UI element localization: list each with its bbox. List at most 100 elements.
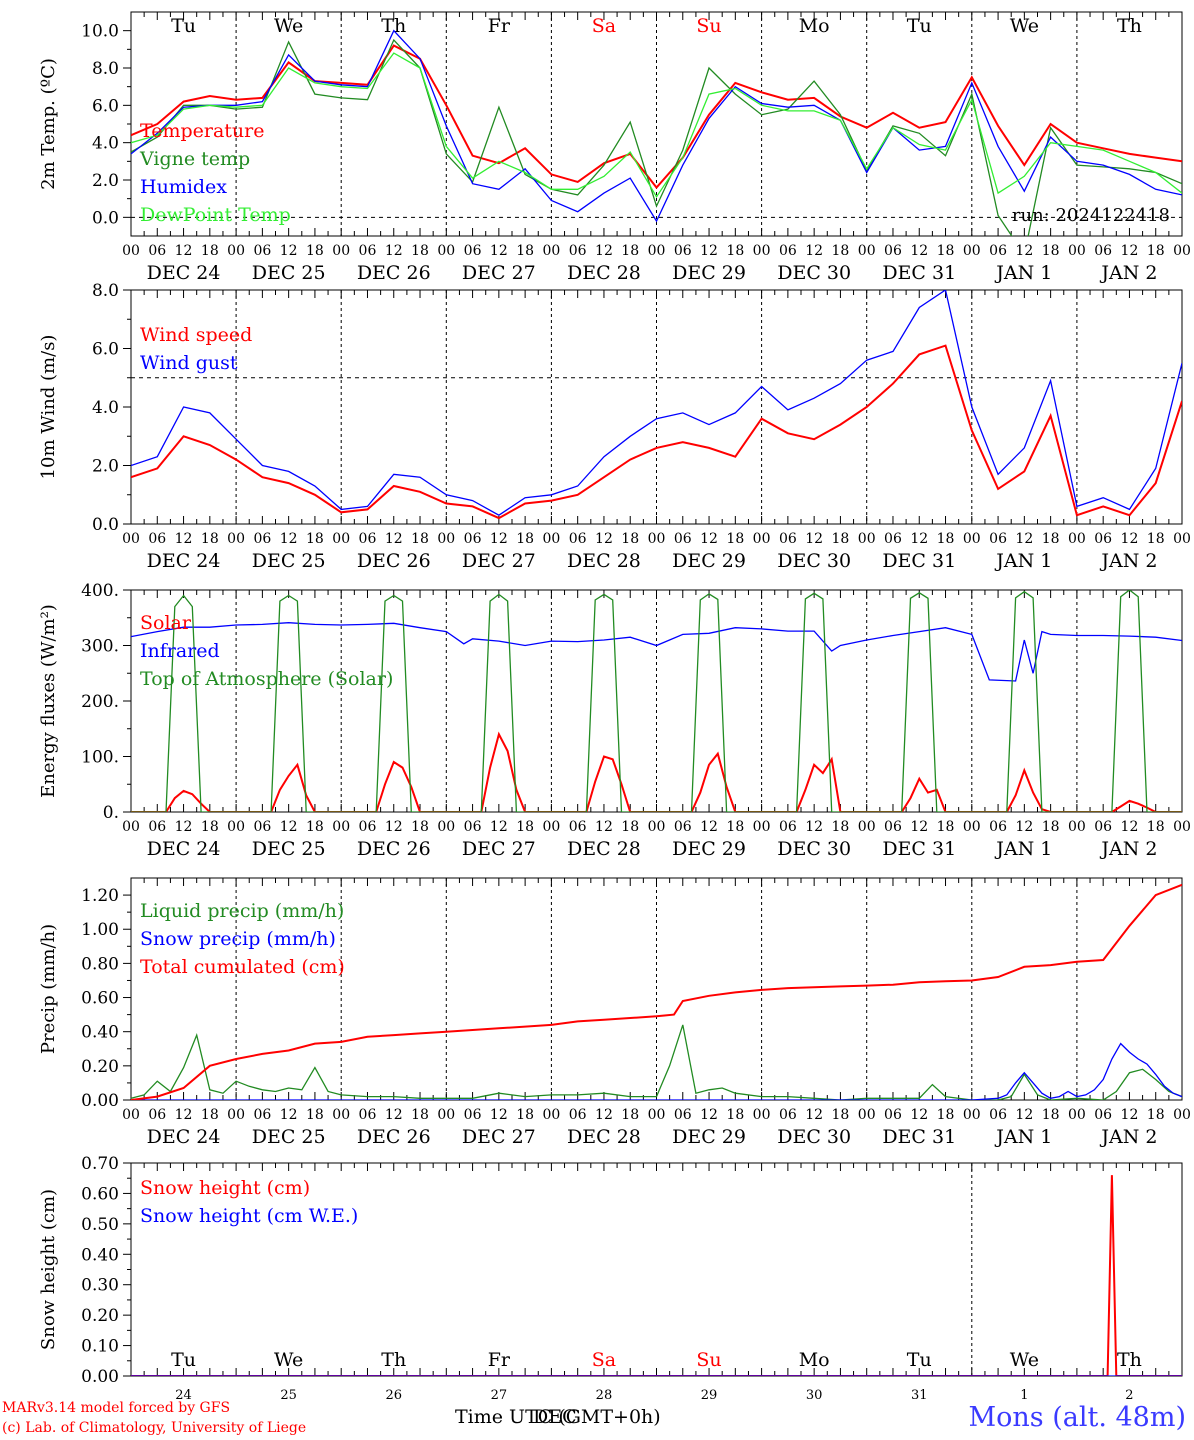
hour-label: 12 (385, 531, 403, 547)
hour-label: 06 (464, 819, 482, 835)
series-line-snow-precip-mm-h- (131, 1042, 1182, 1100)
series-line-humidex (131, 29, 1182, 223)
hour-label: 00 (437, 1107, 455, 1123)
hour-label: 06 (1094, 243, 1112, 259)
panel-wind: 0.0 2.0 4.0 6.0 8.0 10m Wind (m/s) 00 06 12 18 00 0… (38, 281, 1191, 572)
legend-entry: Temperature (140, 120, 264, 142)
y-tick-label: 8.0 (92, 59, 119, 79)
day-label: DEC 31 (882, 838, 956, 860)
legend-entry: Top of Atmosphere (Solar) (140, 668, 393, 690)
hour-label: 18 (201, 243, 219, 259)
day-label: DEC 29 (672, 262, 746, 284)
y-tick-label: 0.70 (81, 1154, 119, 1174)
hour-label: 18 (726, 819, 744, 835)
hour-label: 00 (858, 1107, 876, 1123)
series-line-total-cumulated-cm- (131, 883, 1182, 1100)
hour-label: 00 (122, 819, 140, 835)
weekday-label: Th (1117, 15, 1142, 37)
day-number: 27 (491, 1388, 508, 1403)
hour-label: 00 (1173, 243, 1191, 259)
series-line-infrared (131, 622, 1182, 682)
hour-label: 18 (937, 531, 955, 547)
hour-label: 18 (1042, 531, 1060, 547)
hour-label: 00 (542, 243, 560, 259)
y-tick-label: 0.10 (81, 1337, 119, 1357)
hour-label: 06 (674, 1107, 692, 1123)
hour-label: 12 (805, 1107, 823, 1123)
hour-label: 12 (175, 819, 193, 835)
hour-label: 18 (832, 819, 850, 835)
day-label: DEC 29 (672, 1126, 746, 1148)
y-tick-label: 10.0 (81, 22, 119, 42)
hour-label: 12 (595, 531, 613, 547)
legend-entry: Total cumulated (cm) (140, 956, 345, 978)
hour-label: 00 (858, 819, 876, 835)
hour-label: 06 (779, 819, 797, 835)
hour-label: 06 (253, 243, 271, 259)
hour-label: 12 (805, 531, 823, 547)
day-label: JAN 2 (1099, 262, 1157, 284)
hour-label: 00 (753, 531, 771, 547)
hour-label: 12 (595, 243, 613, 259)
hour-label: 06 (1094, 1107, 1112, 1123)
hour-label: 18 (306, 531, 324, 547)
hour-label: 00 (332, 819, 350, 835)
hour-label: 18 (516, 819, 534, 835)
day-label: DEC 26 (357, 1126, 431, 1148)
hour-label: 12 (1015, 243, 1033, 259)
day-label: DEC 25 (252, 1126, 326, 1148)
hour-label: 00 (753, 819, 771, 835)
day-number: 29 (701, 1388, 718, 1403)
y-tick-label: 0. (103, 803, 119, 823)
hour-label: 06 (884, 531, 902, 547)
hour-label: 06 (674, 531, 692, 547)
hour-label: 12 (280, 1107, 298, 1123)
hour-label: 12 (700, 531, 718, 547)
y-tick-label: 0.0 (92, 515, 119, 535)
hour-label: 00 (122, 1107, 140, 1123)
y-axis-label: Snow height (cm) (38, 1189, 59, 1350)
day-number: 24 (175, 1388, 192, 1403)
series-line-snow-height-cm- (131, 1175, 1182, 1376)
hour-label: 12 (385, 243, 403, 259)
y-tick-label: 4.0 (92, 398, 119, 418)
hour-label: 12 (910, 819, 928, 835)
weekday-label: We (274, 15, 303, 37)
hour-label: 00 (753, 1107, 771, 1123)
hour-label: 00 (332, 531, 350, 547)
hour-label: 00 (858, 243, 876, 259)
plot-frame (130, 11, 1183, 237)
y-tick-label: 0.00 (81, 1091, 119, 1111)
panel-snow: 0.00 0.10 0.20 0.30 0.40 0.50 0.60 0.70 Snow hei… (38, 1154, 1183, 1403)
hour-label: 12 (805, 243, 823, 259)
hour-label: 12 (595, 1107, 613, 1123)
y-tick-label: 0.40 (81, 1023, 119, 1043)
weekday-label: Mo (799, 15, 830, 37)
hour-label: 18 (1147, 819, 1165, 835)
hour-label: 18 (621, 243, 639, 259)
weekday-label: Fr (488, 15, 511, 37)
hour-label: 00 (437, 243, 455, 259)
hour-label: 12 (175, 531, 193, 547)
day-label: DEC 24 (147, 262, 221, 284)
day-number: 1 (1020, 1388, 1028, 1403)
y-tick-label: 0.40 (81, 1245, 119, 1265)
hour-label: 06 (464, 243, 482, 259)
hour-label: 12 (490, 1107, 508, 1123)
y-tick-label: 4.0 (92, 134, 119, 154)
hour-label: 18 (726, 243, 744, 259)
hour-label: 00 (648, 819, 666, 835)
y-axis-label: Precip (mm/h) (38, 924, 59, 1054)
day-label: DEC 27 (462, 550, 536, 572)
weekday-label: Tu (907, 15, 932, 37)
hour-label: 06 (148, 243, 166, 259)
hour-label: 06 (359, 243, 377, 259)
weekday-label: We (1010, 15, 1039, 37)
hour-label: 06 (989, 531, 1007, 547)
hour-label: 12 (490, 243, 508, 259)
hour-label: 06 (359, 819, 377, 835)
day-label: DEC 31 (882, 1126, 956, 1148)
legend-entry: Wind gust (140, 352, 238, 374)
day-label: JAN 2 (1099, 838, 1157, 860)
hour-label: 12 (700, 1107, 718, 1123)
